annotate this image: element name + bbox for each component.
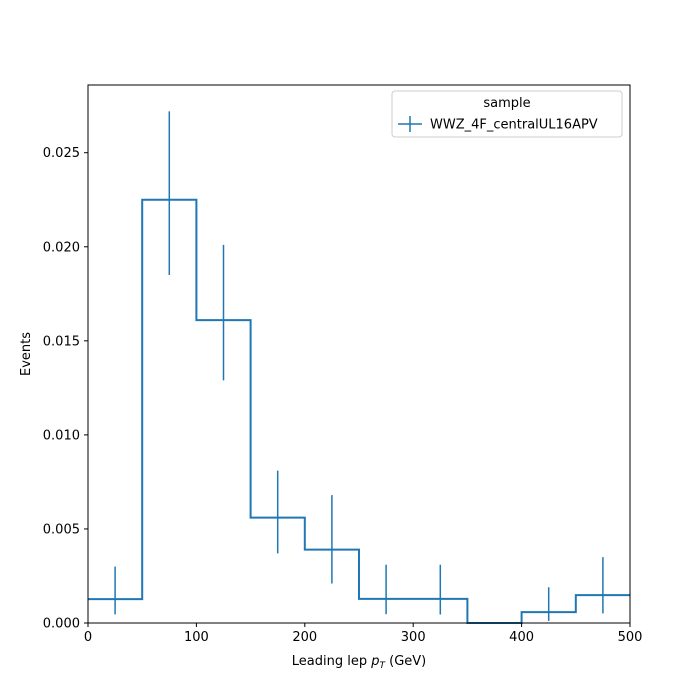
- y-tick-label: 0.020: [43, 240, 80, 255]
- errorbar-layer: [114, 111, 604, 621]
- x-axis-ticks: 0 100 200 300 400 500: [84, 623, 643, 645]
- x-tick-label: 0: [84, 630, 92, 645]
- y-tick-label: 0.005: [43, 522, 80, 537]
- histogram-step-line: [88, 198, 630, 624]
- axes-frame: [87, 84, 631, 624]
- y-tick-label: 0.025: [43, 146, 80, 161]
- y-tick-label: 0.010: [43, 428, 80, 443]
- y-axis-label: Events: [19, 332, 34, 376]
- legend-title: sample: [483, 96, 530, 111]
- legend: sample WWZ_4F_centralUL16APV: [391, 90, 623, 138]
- x-axis-label-variable: p: [370, 654, 379, 669]
- x-axis-label-suffix: (GeV): [385, 654, 426, 669]
- x-axis-label-subscript: T: [379, 661, 386, 671]
- x-tick-label: 300: [401, 630, 426, 645]
- x-axis-label: Leading lep pT (GeV): [292, 654, 426, 671]
- y-tick-label: 0.015: [43, 334, 80, 349]
- x-axis-label-prefix: Leading lep: [292, 654, 371, 669]
- y-axis-ticks: 0.000 0.005 0.010 0.015 0.020 0.025: [43, 146, 88, 632]
- y-tick-label: 0.000: [43, 617, 80, 632]
- x-tick-label: 400: [509, 630, 534, 645]
- x-tick-label: 500: [618, 630, 643, 645]
- legend-box: [391, 90, 623, 138]
- series-layer: [88, 198, 630, 624]
- x-tick-label: 200: [292, 630, 317, 645]
- x-tick-label: 100: [184, 630, 209, 645]
- legend-entry-label: WWZ_4F_centralUL16APV: [430, 118, 598, 133]
- plot-area: [87, 84, 631, 624]
